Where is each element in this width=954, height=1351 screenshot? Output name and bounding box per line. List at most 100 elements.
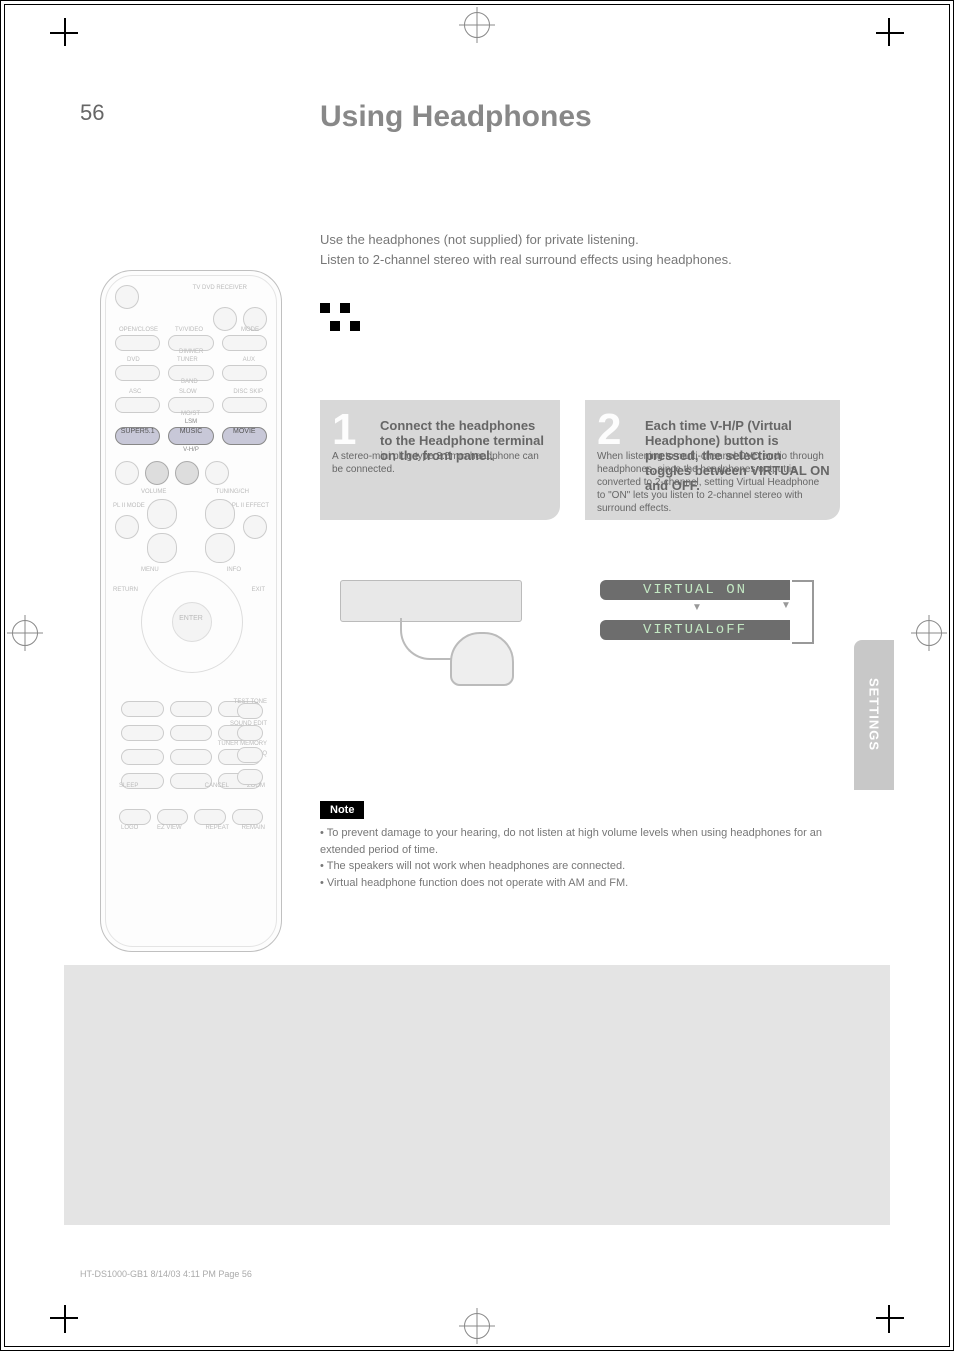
page-subtitle: Use the headphones (not supplied) for pr… bbox=[320, 230, 732, 269]
lsm-label: LSM bbox=[185, 419, 197, 425]
label: MODE bbox=[241, 327, 259, 333]
label: INFO bbox=[227, 567, 241, 573]
headphones-icon bbox=[450, 632, 514, 686]
step-body: A stereo-mini plug type 3.5mm headphone … bbox=[332, 450, 548, 476]
soundedit-button[interactable] bbox=[237, 725, 263, 741]
label: TUNER bbox=[177, 357, 198, 363]
label: OPEN/CLOSE bbox=[119, 327, 158, 333]
display-virtual-on: VIRTUAL ON bbox=[600, 580, 790, 600]
volume-up-button[interactable] bbox=[147, 499, 177, 529]
movie-button[interactable]: MOVIE bbox=[222, 427, 267, 445]
dimmer-button[interactable] bbox=[168, 335, 213, 351]
crop-mark bbox=[888, 18, 890, 46]
label: CANCEL bbox=[205, 783, 229, 789]
note-item: To prevent damage to your hearing, do no… bbox=[320, 825, 864, 858]
label: SLOW bbox=[179, 389, 197, 395]
step-panel-1: 1 Connect the headphones to the Headphon… bbox=[320, 400, 560, 520]
crop-mark bbox=[888, 1305, 890, 1333]
label: REMAIN bbox=[242, 825, 265, 831]
tuning-down-button[interactable] bbox=[205, 533, 235, 563]
num-1-button[interactable] bbox=[121, 701, 164, 717]
label: DSP/EQ bbox=[244, 751, 267, 757]
repeat-button[interactable] bbox=[194, 809, 226, 825]
print-footer: HT-DS1000-GB1 8/14/03 4:11 PM Page 56 bbox=[80, 1269, 874, 1279]
subtitle-line: Use the headphones (not supplied) for pr… bbox=[320, 230, 732, 250]
label: DVD bbox=[127, 357, 140, 363]
cancel-button[interactable] bbox=[218, 773, 261, 789]
tuning-up-button[interactable] bbox=[205, 499, 235, 529]
registration-mark bbox=[464, 12, 490, 38]
num-7-button[interactable] bbox=[121, 749, 164, 765]
stop-button[interactable] bbox=[145, 461, 169, 485]
label: TV/VIDEO bbox=[175, 327, 203, 333]
aux-button[interactable] bbox=[222, 365, 267, 381]
dvd-button[interactable] bbox=[115, 365, 160, 381]
step-body: When listening to multi-channel DVD audi… bbox=[597, 450, 828, 515]
subtitle-line: Listen to 2-channel stereo with real sur… bbox=[320, 250, 732, 270]
dpad[interactable] bbox=[120, 550, 264, 694]
num-4-button[interactable] bbox=[121, 725, 164, 741]
num-9-button[interactable] bbox=[218, 749, 261, 765]
slow-button[interactable] bbox=[168, 397, 213, 413]
play-pause-button[interactable] bbox=[175, 461, 199, 485]
crop-mark bbox=[64, 18, 66, 46]
label: EXIT bbox=[252, 587, 265, 593]
label: SLEEP bbox=[119, 783, 138, 789]
testtone-button[interactable] bbox=[237, 703, 263, 719]
num-0-button[interactable] bbox=[170, 773, 213, 789]
asc-button[interactable] bbox=[115, 397, 160, 413]
music-button[interactable]: MUSIC bbox=[168, 427, 213, 445]
vhp-label: V-H/P bbox=[183, 447, 199, 453]
note-box: Note To prevent damage to your hearing, … bbox=[320, 800, 864, 891]
label: ZOOM bbox=[247, 783, 265, 789]
sleep-button[interactable] bbox=[121, 773, 164, 789]
crop-mark bbox=[876, 1317, 904, 1319]
mode-button[interactable] bbox=[222, 335, 267, 351]
label: VOLUME bbox=[141, 489, 166, 495]
num-3-button[interactable] bbox=[218, 701, 261, 717]
label: BAND bbox=[181, 379, 198, 385]
crop-mark bbox=[876, 32, 904, 34]
label: AUX bbox=[243, 357, 255, 363]
registration-mark bbox=[464, 1313, 490, 1339]
label: DISC SKIP bbox=[233, 389, 263, 395]
crop-mark bbox=[64, 1305, 66, 1333]
display-virtual-off: VIRTUALoFF bbox=[600, 620, 790, 640]
super51-button[interactable]: SUPER5.1 bbox=[115, 427, 160, 445]
num-8-button[interactable] bbox=[170, 749, 213, 765]
pl2-effect-button[interactable] bbox=[243, 515, 267, 539]
dvd-led-icon bbox=[243, 307, 267, 331]
open-close-button[interactable] bbox=[115, 335, 160, 351]
label: SOUND EDIT bbox=[230, 721, 267, 727]
page-title: Using Headphones bbox=[320, 100, 592, 134]
dvd-unit-icon bbox=[340, 580, 522, 622]
ezview-button[interactable] bbox=[157, 809, 189, 825]
volume-down-button[interactable] bbox=[147, 533, 177, 563]
num-6-button[interactable] bbox=[218, 725, 261, 741]
note-item: Virtual headphone function does not oper… bbox=[320, 875, 864, 892]
prev-button[interactable] bbox=[115, 461, 139, 485]
logo-button[interactable] bbox=[119, 809, 151, 825]
num-5-button[interactable] bbox=[170, 725, 213, 741]
next-button[interactable] bbox=[205, 461, 229, 485]
remain-button[interactable] bbox=[232, 809, 264, 825]
pl2-mode-button[interactable] bbox=[115, 515, 139, 539]
zoom-button[interactable] bbox=[237, 769, 263, 785]
loop-arrow-icon bbox=[792, 580, 814, 644]
checker-icon bbox=[320, 300, 360, 336]
toggle-arrow-icon: ▼ bbox=[692, 602, 702, 613]
tuner-button[interactable] bbox=[168, 365, 213, 381]
label: RETURN bbox=[113, 587, 138, 593]
num-2-button[interactable] bbox=[170, 701, 213, 717]
tunermem-button[interactable] bbox=[237, 747, 263, 763]
label: TUNER MEMORY bbox=[218, 741, 267, 747]
section-tab: SETTINGS bbox=[854, 640, 894, 790]
label: PL II MODE bbox=[113, 503, 145, 509]
discskip-button[interactable] bbox=[222, 397, 267, 413]
background-band bbox=[64, 965, 890, 1225]
tv-led-icon bbox=[213, 307, 237, 331]
registration-mark bbox=[916, 620, 942, 646]
power-button[interactable] bbox=[115, 285, 139, 309]
label: ASC bbox=[129, 389, 141, 395]
note-label: Note bbox=[320, 801, 364, 819]
